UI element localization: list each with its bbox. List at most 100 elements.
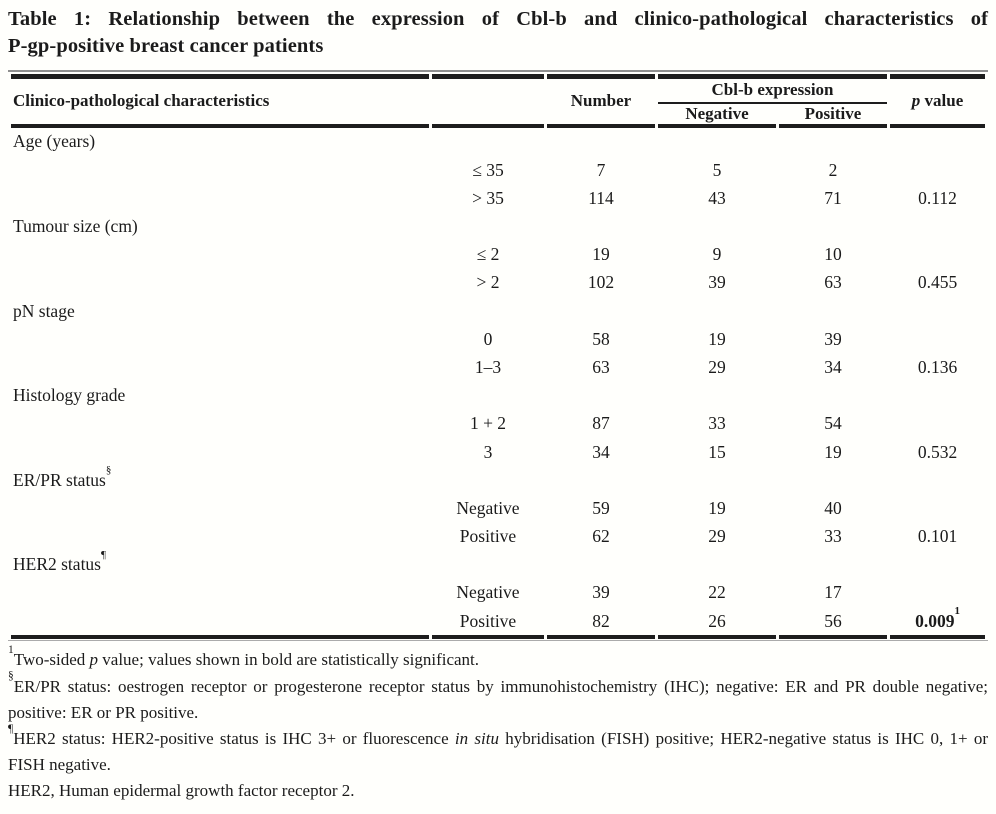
cell-p-value: 0.455 [917, 272, 958, 293]
cell-positive: 56 [779, 607, 888, 640]
cell-number: 58 [592, 328, 610, 349]
cell-subcategory [432, 466, 544, 494]
cell-positive: 33 [824, 526, 842, 547]
footnotes: 1Two-sided p value; values shown in bold… [8, 644, 988, 804]
table-row-category: Age (years) [11, 128, 985, 156]
cell-p-value [890, 579, 985, 607]
cell-number [547, 128, 655, 156]
cell-category [11, 354, 429, 382]
cell-subcategory: ≤ 35 [472, 159, 504, 180]
cell-negative: 22 [708, 582, 726, 603]
cell-positive [779, 466, 887, 494]
header-p-italic: p [911, 91, 921, 111]
cell-p-value: 0.112 [918, 187, 957, 208]
cell-number: 62 [592, 526, 610, 547]
cell-p-value: 0.532 [917, 441, 958, 462]
cell-subcategory: 3 [483, 441, 493, 462]
cell-p-value [890, 213, 985, 241]
footnote-2-marker: § [8, 670, 14, 683]
cell-category [11, 241, 429, 269]
category-label: Tumour size (cm) [13, 216, 138, 237]
cell-subcategory: > 35 [472, 187, 504, 208]
bottom-rule-shadow [8, 640, 988, 642]
cell-number: 39 [592, 582, 610, 603]
cell-negative: 29 [708, 526, 726, 547]
table-row: Positive 62 29 33 0.101 [11, 523, 985, 551]
cell-negative: 19 [708, 328, 726, 349]
cell-number [547, 551, 655, 579]
table-row: > 2 102 39 63 0.455 [11, 269, 985, 297]
footnote-1-text-post: value; values shown in bold are statisti… [98, 650, 480, 670]
table-row: ≤ 2 19 9 10 [11, 241, 985, 269]
cell-p-value: 0.136 [917, 356, 958, 377]
cell-subcategory: 1 + 2 [469, 413, 507, 434]
table-row: 3 34 15 19 0.532 [11, 438, 985, 466]
cell-subcategory: Negative [456, 497, 520, 518]
cell-p-value-significant: 0.0091 [890, 605, 986, 640]
cell-negative [658, 128, 776, 156]
cell-p-value [890, 410, 985, 438]
footnote-1-marker: 1 [8, 644, 14, 657]
table-body: Age (years) ≤ 35 7 5 2 > 35 114 43 71 0.… [11, 128, 986, 640]
table-row-category: Histology grade [11, 382, 985, 410]
table-row: > 35 114 43 71 0.112 [11, 184, 985, 212]
cell-number [547, 466, 655, 494]
cell-category [11, 494, 429, 522]
footnote-3-italic: in situ [454, 728, 499, 748]
table-row-category: ER/PR status§ [11, 465, 985, 494]
header-negative: Negative [658, 104, 776, 128]
cell-category [11, 325, 429, 353]
cell-subcategory: ≤ 2 [476, 244, 500, 265]
cell-subcategory: Positive [432, 607, 544, 640]
cell-subcategory: > 2 [476, 272, 500, 293]
cell-subcategory: 1–3 [474, 356, 502, 377]
cell-number: 114 [588, 187, 614, 208]
cell-number [547, 213, 655, 241]
cell-negative [658, 213, 776, 241]
table-row: Positive 82 26 56 0.0091 [11, 605, 986, 640]
footnote-2-text: ER/PR status: oestrogen receptor or prog… [8, 676, 988, 722]
top-rule-shadow [8, 70, 988, 72]
cell-positive: 54 [824, 413, 842, 434]
cell-category [11, 579, 429, 607]
category-label: ER/PR status [13, 469, 106, 490]
footnote-3-marker: ¶ [8, 722, 14, 735]
cell-negative: 43 [708, 187, 726, 208]
cell-subcategory [432, 382, 544, 410]
cell-number [547, 297, 655, 325]
cell-subcategory [432, 551, 544, 579]
table-row: 1–3 63 29 34 0.136 [11, 354, 985, 382]
cell-negative [658, 551, 776, 579]
cell-negative: 39 [708, 272, 726, 293]
p-value-sup: 1 [954, 605, 960, 618]
cell-category [11, 607, 429, 640]
cell-negative: 15 [708, 441, 726, 462]
cell-negative [658, 382, 776, 410]
cell-subcategory [432, 297, 544, 325]
table-head: Clinico-pathological characteristics Num… [11, 74, 986, 128]
cell-number: 19 [592, 244, 610, 265]
cell-positive [779, 297, 887, 325]
cell-positive: 40 [824, 497, 842, 518]
cell-p-value: 0.101 [917, 526, 958, 547]
cell-positive: 39 [824, 328, 842, 349]
cell-p-value [890, 551, 985, 579]
table-header-row-2: Negative Positive [11, 104, 985, 128]
table-row-category: Tumour size (cm) [11, 213, 985, 241]
cell-category [11, 438, 429, 466]
cell-positive: 63 [824, 272, 842, 293]
table-title-line2: P-gp-positive breast cancer patients [8, 35, 324, 57]
table-title: Table 1: Relationship between the expres… [8, 6, 988, 60]
cell-number [547, 382, 655, 410]
header-p-value: p value [890, 74, 986, 128]
footnote-2: §ER/PR status: oestrogen receptor or pro… [8, 671, 988, 726]
footnote-1-text: Two-sided [13, 650, 90, 670]
cell-subcategory: Positive [459, 526, 517, 547]
cell-negative: 26 [658, 607, 776, 640]
header-cblb-expression: Cbl-b expression [658, 74, 888, 104]
cell-negative [658, 466, 776, 494]
data-table: Clinico-pathological characteristics Num… [8, 74, 988, 640]
cell-number: 34 [592, 441, 610, 462]
cell-positive [779, 128, 887, 156]
